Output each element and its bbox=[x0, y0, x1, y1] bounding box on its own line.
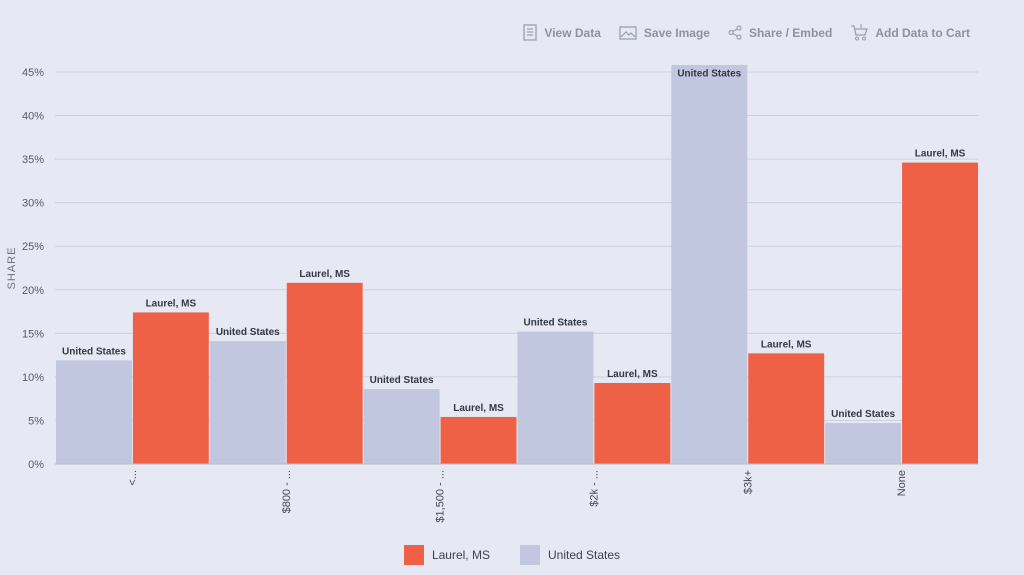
bar-data-label: United States bbox=[831, 409, 895, 420]
bar bbox=[209, 341, 286, 464]
bar bbox=[363, 389, 440, 464]
bar-data-label: Laurel, MS bbox=[299, 269, 350, 280]
x-tick-label: <... bbox=[127, 470, 139, 486]
share-embed-label: Share / Embed bbox=[748, 25, 833, 40]
legend-item-laurel[interactable]: Laurel, MS bbox=[403, 545, 490, 565]
y-tick-label: 20% bbox=[22, 285, 44, 297]
bar-data-label: United States bbox=[370, 375, 434, 386]
bar bbox=[748, 353, 825, 464]
cart-icon bbox=[851, 24, 869, 41]
y-tick-label: 5% bbox=[28, 415, 44, 427]
bar bbox=[825, 423, 902, 464]
view-data-button[interactable]: View Data bbox=[523, 24, 601, 41]
bar bbox=[517, 331, 594, 464]
bar-data-label: United States bbox=[216, 327, 280, 338]
y-tick-label: 35% bbox=[22, 154, 44, 166]
x-tick-label: $800 - ... bbox=[281, 470, 293, 513]
bar-data-label: Laurel, MS bbox=[453, 403, 504, 414]
view-data-label: View Data bbox=[544, 25, 601, 40]
share-embed-button[interactable]: Share / Embed bbox=[728, 25, 832, 40]
legend-swatch-laurel bbox=[403, 545, 424, 565]
legend-item-us[interactable]: United States bbox=[519, 545, 621, 565]
bar-data-label: Laurel, MS bbox=[607, 369, 658, 380]
y-tick-label: 25% bbox=[22, 241, 44, 253]
legend-label-us: United States bbox=[547, 548, 621, 562]
y-tick-label: 0% bbox=[28, 459, 44, 471]
y-tick-label: 15% bbox=[22, 328, 44, 340]
chart-toolbar: View Data Save Image Share / Embed Add D… bbox=[523, 24, 970, 41]
add-to-cart-button[interactable]: Add Data to Cart bbox=[850, 24, 970, 41]
x-tick-label: None bbox=[896, 470, 908, 496]
save-image-button[interactable]: Save Image bbox=[619, 26, 710, 40]
y-tick-label: 10% bbox=[22, 372, 44, 384]
x-tick-label: $2k - ... bbox=[588, 470, 600, 507]
bar bbox=[132, 312, 209, 464]
bar-data-label: United States bbox=[62, 346, 126, 357]
y-tick-label: 30% bbox=[22, 198, 44, 210]
bar-chart: 0% 5% 10% 15% 20% 25% 30% 35% 40% 45% SHARE United … bbox=[6, 65, 978, 523]
bar-data-label: United States bbox=[677, 68, 741, 79]
chart-legend: Laurel, MS United States bbox=[0, 545, 1024, 565]
bar-data-label: Laurel, MS bbox=[146, 298, 197, 309]
bar bbox=[56, 360, 132, 464]
legend-swatch-us bbox=[519, 545, 540, 565]
bar-data-label: Laurel, MS bbox=[915, 149, 966, 160]
bar bbox=[902, 162, 978, 464]
x-tick-label: $3k+ bbox=[742, 470, 754, 494]
x-tick-label: $1,500 - ... bbox=[435, 470, 447, 523]
bar-data-label: United States bbox=[524, 318, 588, 329]
bar bbox=[671, 65, 748, 464]
y-axis-label: SHARE bbox=[6, 247, 18, 290]
bar bbox=[594, 382, 671, 464]
image-icon bbox=[619, 25, 637, 40]
y-tick-label: 40% bbox=[22, 111, 44, 123]
y-tick-label: 45% bbox=[22, 67, 44, 79]
legend-label-laurel: Laurel, MS bbox=[431, 548, 490, 562]
document-icon bbox=[523, 24, 538, 41]
share-icon bbox=[728, 25, 742, 40]
bar bbox=[286, 282, 363, 464]
bar bbox=[440, 416, 517, 464]
save-image-label: Save Image bbox=[643, 25, 710, 40]
bar-data-label: Laurel, MS bbox=[761, 339, 812, 350]
add-to-cart-label: Add Data to Cart bbox=[875, 25, 970, 40]
